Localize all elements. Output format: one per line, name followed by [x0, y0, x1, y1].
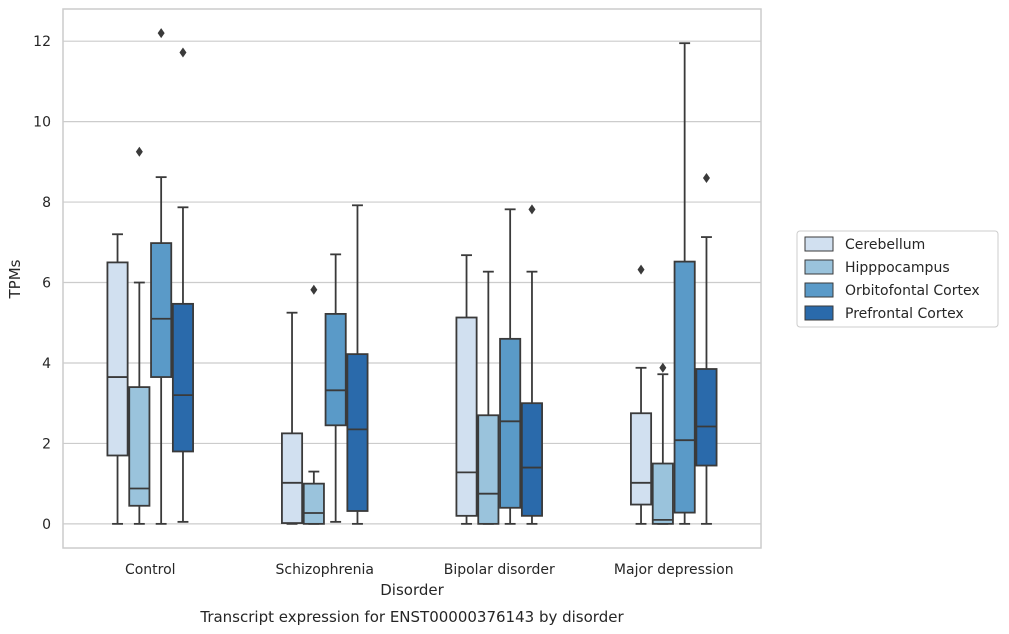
chart-caption: Transcript expression for ENST0000037614… [199, 608, 624, 626]
box-hipppocampus-2 [477, 270, 500, 525]
box-prefrontal-cortex-0 [171, 47, 194, 523]
y-tick-label: 4 [42, 356, 51, 372]
y-tick-label: 0 [42, 517, 51, 533]
legend-swatch [804, 305, 834, 321]
box-iqr [499, 337, 522, 509]
outlier-point [135, 146, 143, 157]
y-tick-label: 8 [42, 195, 51, 211]
box-cerebellum-3 [630, 264, 653, 525]
legend: Cerebellum Hipppocampus Orbitofontal Corte… [796, 230, 999, 328]
outlier-point [157, 28, 165, 39]
x-tick-label: Bipolar disorder [444, 562, 555, 578]
box-iqr [324, 312, 347, 427]
x-tick-labels: Control Schizophrenia Bipolar disorder Majo… [125, 562, 734, 578]
box-iqr [106, 261, 129, 457]
box-hipppocampus-0 [128, 146, 151, 525]
y-axis-title: TPMs [6, 259, 24, 299]
outlier-point [310, 284, 318, 295]
x-tick-label: Schizophrenia [276, 562, 374, 578]
box-prefrontal-cortex-3 [695, 172, 718, 525]
legend-swatch [804, 282, 834, 298]
legend-label: Orbitofontal Cortex [845, 283, 980, 299]
y-tick-label: 10 [33, 115, 51, 131]
box-iqr [346, 353, 369, 512]
box-cerebellum-0 [106, 233, 129, 525]
y-tick-label: 6 [42, 276, 51, 292]
outlier-point [637, 264, 645, 275]
box-orbitofontal-cortex-2 [499, 208, 522, 525]
box-cerebellum-2 [455, 254, 478, 525]
box-prefrontal-cortex-2 [520, 204, 543, 525]
box-orbitofontal-cortex-3 [673, 42, 696, 525]
x-tick-label: Control [125, 562, 176, 578]
legend-swatch [804, 236, 834, 252]
outlier-point [528, 204, 536, 215]
legend-swatch [804, 259, 834, 275]
legend-label: Cerebellum [845, 237, 925, 253]
box-iqr [455, 316, 478, 517]
box-cerebellum-1 [281, 311, 304, 525]
box-iqr [150, 242, 173, 378]
boxes [106, 28, 718, 525]
box-orbitofontal-cortex-0 [150, 28, 173, 525]
y-tick-label: 12 [33, 34, 51, 50]
box-iqr [695, 368, 718, 467]
box-hipppocampus-3 [651, 362, 674, 525]
outlier-point [659, 362, 667, 373]
box-iqr [302, 482, 325, 525]
box-hipppocampus-1 [302, 284, 325, 525]
grid-lines [63, 40, 761, 525]
box-iqr [128, 386, 151, 507]
box-orbitofontal-cortex-1 [324, 253, 347, 523]
box-iqr [171, 302, 194, 453]
y-tick-labels: 0 2 4 6 8 10 12 [33, 34, 51, 533]
legend-label: Prefrontal Cortex [845, 306, 964, 322]
box-iqr [520, 402, 543, 517]
box-iqr [673, 260, 696, 514]
box-prefrontal-cortex-1 [346, 204, 369, 525]
box-iqr [477, 414, 500, 525]
box-iqr [651, 462, 674, 525]
outlier-point [702, 172, 710, 183]
plot-frame [62, 8, 762, 549]
x-axis-title: Disorder [380, 581, 444, 599]
outlier-point [179, 47, 187, 58]
y-tick-label: 2 [42, 436, 51, 452]
box-iqr [281, 432, 304, 524]
legend-frame [796, 230, 999, 328]
legend-label: Hipppocampus [845, 260, 950, 276]
box-iqr [630, 412, 653, 506]
x-tick-label: Major depression [614, 562, 734, 578]
